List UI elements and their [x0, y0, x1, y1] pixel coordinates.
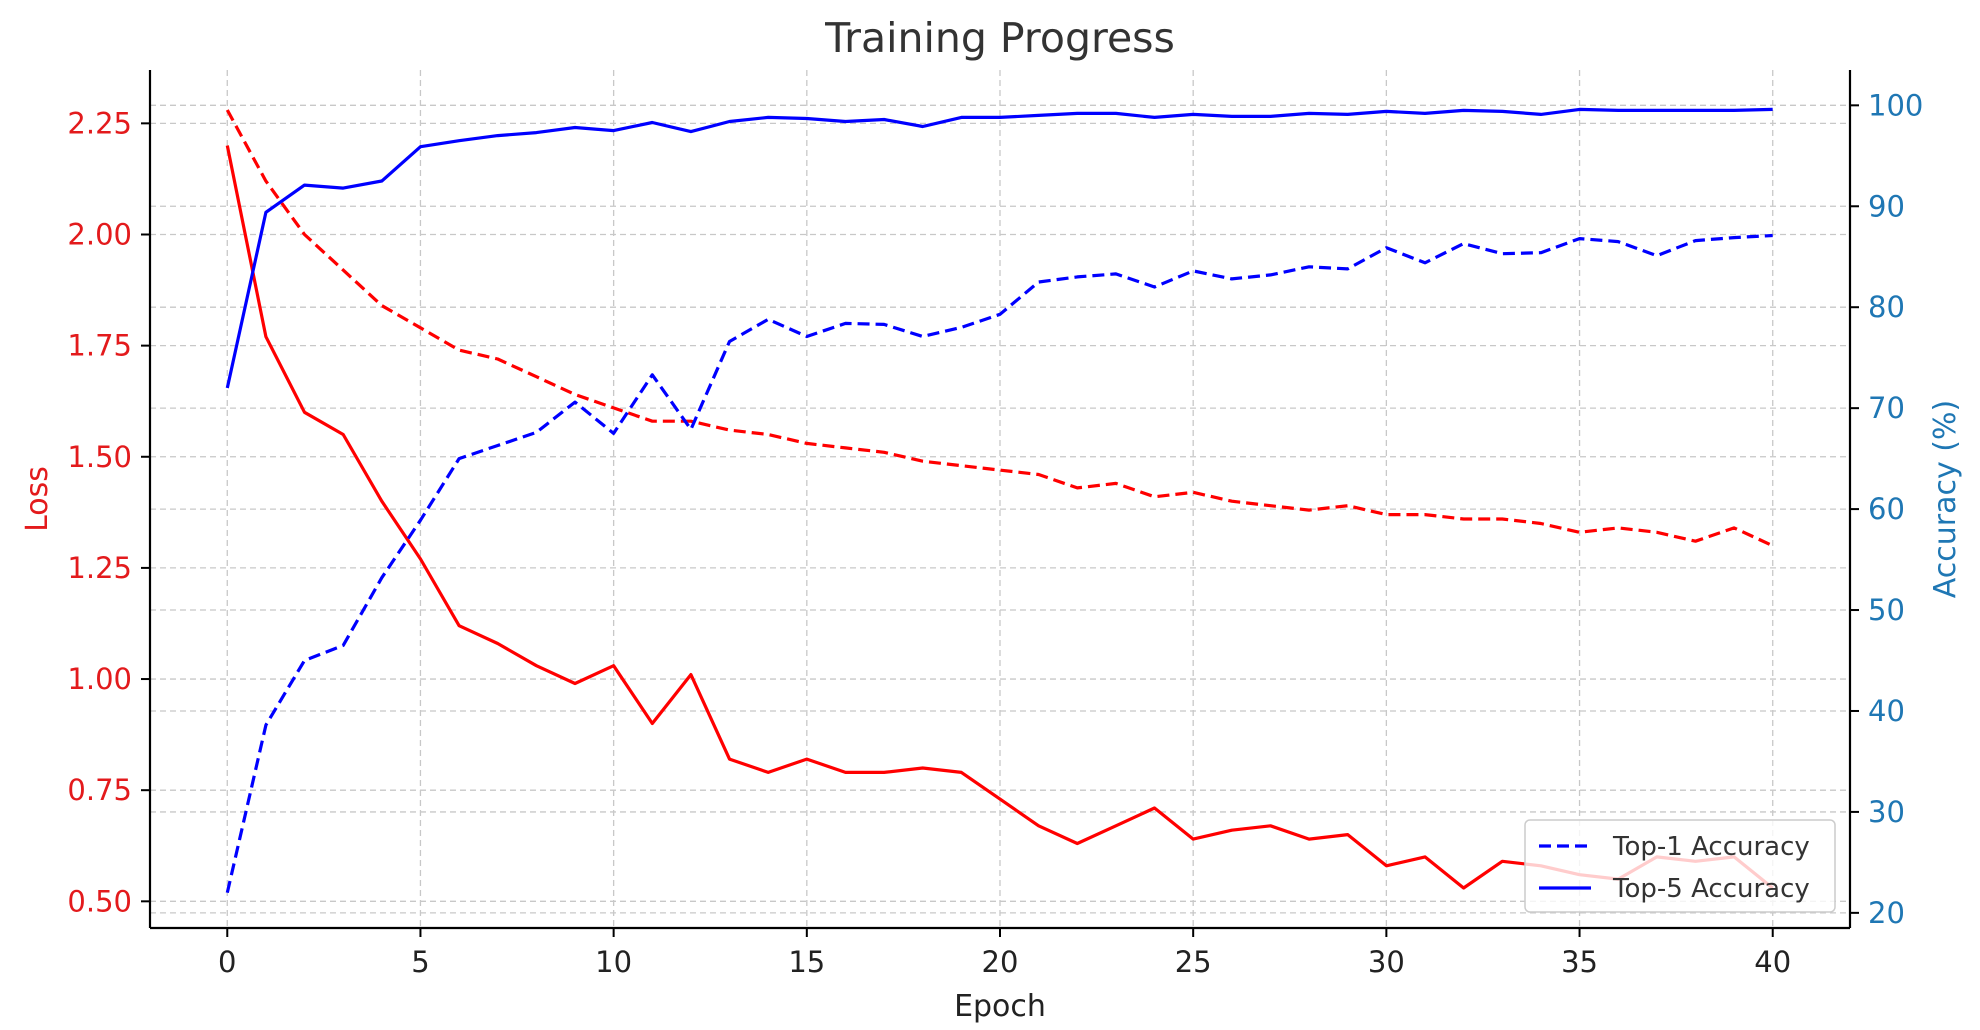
y-right-axis-title: Accuracy (%)	[1928, 400, 1963, 598]
y-left-tick-label: 1.50	[67, 440, 132, 474]
y-right-tick-label: 50	[1868, 593, 1905, 627]
top5-accuracy-line	[225, 107, 1773, 389]
y-right-tick-label: 60	[1868, 492, 1905, 526]
y-left-axis-title: Loss	[20, 466, 55, 532]
y-right-tick-label: 90	[1868, 189, 1905, 223]
loss-line-solid	[225, 145, 1774, 890]
y-left-tick-label: 1.25	[67, 551, 132, 585]
y-left-tick-label: 0.50	[67, 884, 132, 918]
series-lines	[225, 107, 1774, 894]
y-left-tick-label: 2.25	[67, 106, 132, 140]
legend-label-top1-accuracy: Top-1 Accuracy	[1612, 832, 1810, 862]
legend: Top-1 Accuracy Top-5 Accuracy	[1524, 819, 1836, 913]
x-tick-label: 25	[1175, 945, 1212, 979]
x-tick-label: 5	[411, 945, 429, 979]
x-tick-label: 30	[1368, 945, 1405, 979]
y-right-tick-label: 30	[1868, 795, 1905, 829]
legend-box	[1524, 819, 1836, 913]
x-tick-label: 0	[218, 945, 236, 979]
grid-lines	[150, 70, 1850, 928]
y-left-tick-label: 1.00	[67, 662, 132, 696]
x-tick-label: 35	[1561, 945, 1598, 979]
x-tick-label: 10	[595, 945, 632, 979]
x-tick-label: 40	[1754, 945, 1791, 979]
axis-ticks: 0 5 10 15 20 25 30 35 40 0.50 0.75 1.00 1.25 1.50 1.75…	[67, 88, 1923, 979]
x-axis-title: Epoch	[954, 989, 1046, 1024]
y-right-tick-label: 100	[1868, 88, 1923, 122]
top1-accuracy-line	[225, 233, 1773, 894]
x-tick-label: 20	[982, 945, 1019, 979]
y-left-tick-label: 0.75	[67, 773, 132, 807]
loss-line-dashed	[225, 109, 1774, 548]
y-right-tick-label: 40	[1868, 694, 1905, 728]
chart-title: Training Progress	[824, 14, 1175, 62]
y-left-tick-label: 1.75	[67, 329, 132, 363]
legend-label-top5-accuracy: Top-5 Accuracy	[1612, 874, 1810, 904]
x-tick-label: 15	[788, 945, 825, 979]
y-right-tick-label: 80	[1868, 290, 1905, 324]
y-right-tick-label: 20	[1868, 896, 1905, 930]
y-left-tick-label: 2.00	[67, 217, 132, 251]
y-right-tick-label: 70	[1868, 391, 1905, 425]
